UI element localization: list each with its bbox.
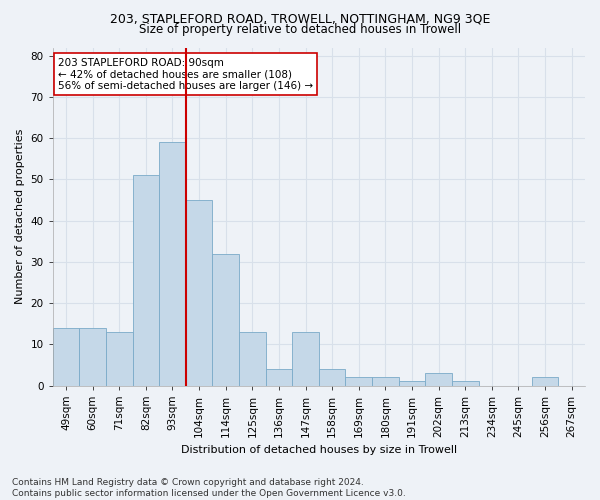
Text: Contains HM Land Registry data © Crown copyright and database right 2024.
Contai: Contains HM Land Registry data © Crown c… bbox=[12, 478, 406, 498]
Bar bbox=[319, 369, 346, 386]
Text: 203, STAPLEFORD ROAD, TROWELL, NOTTINGHAM, NG9 3QE: 203, STAPLEFORD ROAD, TROWELL, NOTTINGHA… bbox=[110, 12, 490, 26]
Text: 203 STAPLEFORD ROAD: 90sqm
← 42% of detached houses are smaller (108)
56% of sem: 203 STAPLEFORD ROAD: 90sqm ← 42% of deta… bbox=[58, 58, 313, 91]
Bar bbox=[133, 176, 159, 386]
Bar bbox=[425, 373, 452, 386]
Bar bbox=[106, 332, 133, 386]
Bar bbox=[452, 382, 479, 386]
Bar bbox=[159, 142, 186, 386]
Bar bbox=[532, 378, 559, 386]
Bar bbox=[53, 328, 79, 386]
Bar bbox=[186, 200, 212, 386]
Bar bbox=[212, 254, 239, 386]
Text: Size of property relative to detached houses in Trowell: Size of property relative to detached ho… bbox=[139, 22, 461, 36]
Bar bbox=[292, 332, 319, 386]
Bar bbox=[266, 369, 292, 386]
Y-axis label: Number of detached properties: Number of detached properties bbox=[15, 129, 25, 304]
Bar bbox=[372, 378, 398, 386]
Bar bbox=[398, 382, 425, 386]
Bar bbox=[346, 378, 372, 386]
X-axis label: Distribution of detached houses by size in Trowell: Distribution of detached houses by size … bbox=[181, 445, 457, 455]
Bar bbox=[79, 328, 106, 386]
Bar bbox=[239, 332, 266, 386]
